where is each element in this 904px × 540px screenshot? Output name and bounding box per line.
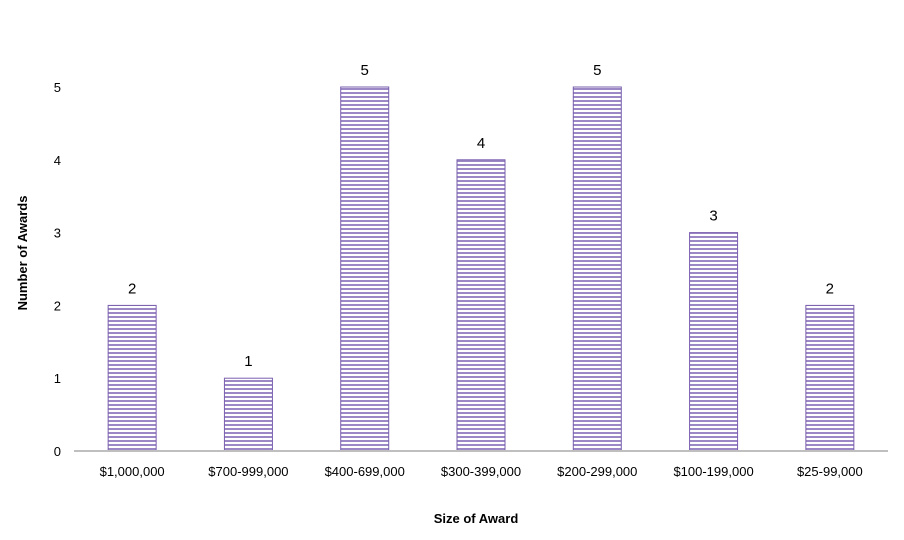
x-tick-label: $1,000,000 [100, 464, 165, 479]
y-tick-label: 4 [54, 153, 61, 168]
y-tick-label: 2 [54, 298, 61, 313]
data-label: 3 [709, 208, 717, 225]
data-label: 2 [826, 280, 834, 297]
bar [107, 304, 157, 452]
data-label: 2 [128, 280, 136, 297]
bar [223, 377, 273, 452]
bar [340, 86, 390, 452]
y-axis-title: Number of Awards [15, 196, 30, 311]
x-tick-label: $300-399,000 [441, 464, 521, 479]
y-tick-label: 5 [54, 80, 61, 95]
x-axis-ticks: $1,000,000 $700-999,000 $400-699,000 $300-3… [100, 464, 863, 479]
y-tick-label: 3 [54, 226, 61, 241]
data-label: 1 [244, 353, 252, 370]
x-tick-label: $400-699,000 [325, 464, 405, 479]
y-tick-label: 0 [54, 444, 61, 459]
data-labels: 2 1 5 4 5 3 2 [128, 62, 834, 370]
y-tick-label: 1 [54, 371, 61, 386]
bar [456, 159, 506, 452]
x-tick-label: $700-999,000 [208, 464, 288, 479]
bar [689, 232, 739, 452]
x-axis-title: Size of Award [434, 511, 519, 526]
bar [572, 86, 622, 452]
x-tick-label: $25-99,000 [797, 464, 863, 479]
x-tick-label: $100-199,000 [673, 464, 753, 479]
bars [107, 86, 855, 452]
bar [805, 304, 855, 452]
data-label: 5 [361, 62, 369, 79]
y-axis-ticks: 0 1 2 3 4 5 [54, 80, 61, 459]
x-tick-label: $200-299,000 [557, 464, 637, 479]
data-label: 4 [477, 135, 485, 152]
data-label: 5 [593, 62, 601, 79]
